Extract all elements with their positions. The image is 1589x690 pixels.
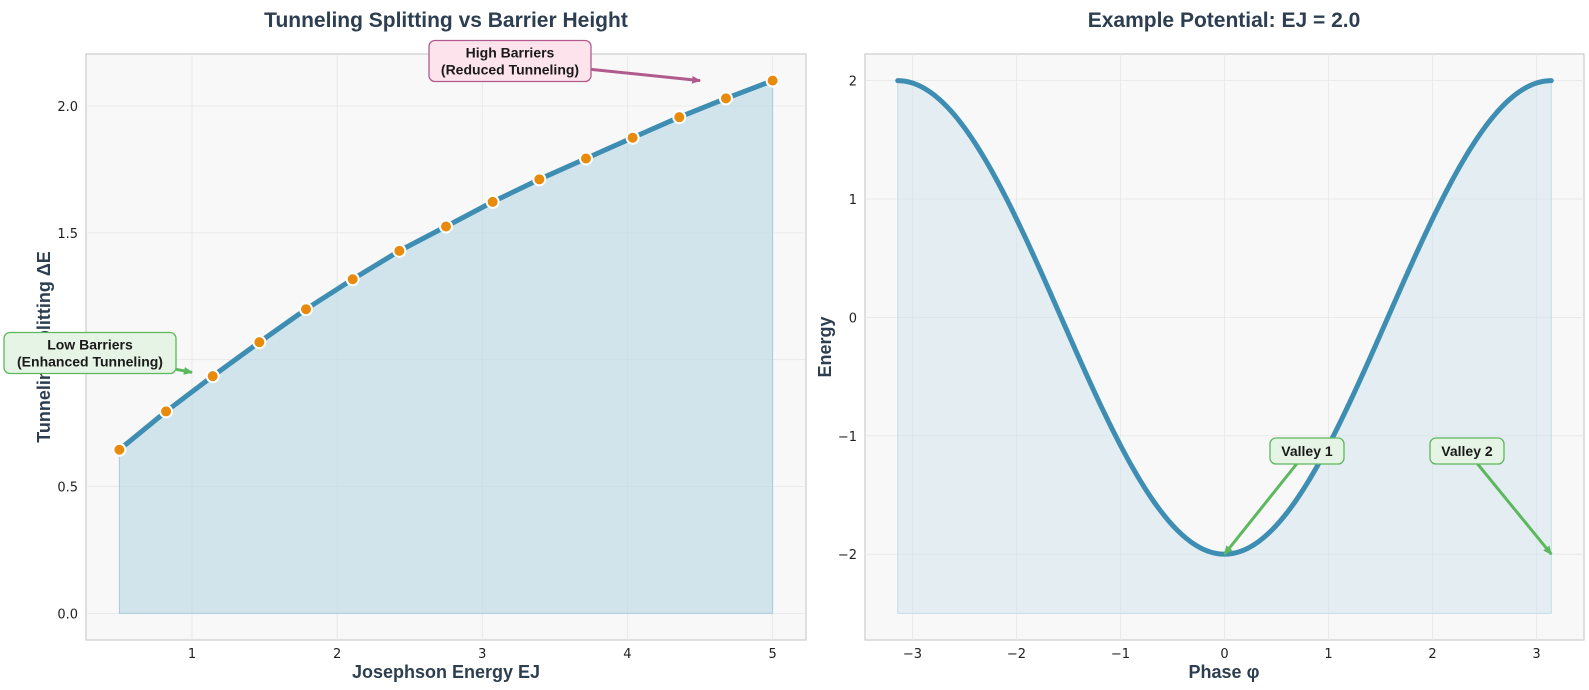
x-tick-label: 1 <box>1324 647 1332 662</box>
x-tick-label: 1 <box>188 647 196 662</box>
data-point <box>672 110 687 125</box>
y-axis-label: Energy <box>815 316 835 377</box>
y-tick-label: 0.0 <box>57 607 78 622</box>
annotation-text: High Barriers <box>466 45 555 61</box>
data-point <box>765 73 780 88</box>
annotation-arrow <box>590 67 702 84</box>
data-point <box>439 219 453 234</box>
annotation-box <box>1269 437 1345 465</box>
y-tick-label: −1 <box>838 430 857 445</box>
x-tick-label: 4 <box>623 647 631 662</box>
y-tick-label: 2 <box>849 75 857 90</box>
data-point <box>485 194 500 209</box>
data-point <box>299 302 314 317</box>
x-tick-label: −1 <box>1111 647 1130 662</box>
data-point <box>718 91 733 106</box>
data-point <box>625 130 640 145</box>
y-tick-label: 1.5 <box>57 227 78 242</box>
x-axis-label: Josephson Energy EJ <box>352 662 540 682</box>
x-tick-label: 0 <box>1220 647 1228 662</box>
y-axis-ticks: −2 −1 0 1 2 <box>838 75 857 564</box>
data-point <box>252 335 267 350</box>
annotations: High Barriers(Reduced Tunneling) Low Barr… <box>3 39 702 375</box>
annotation-text: (Reduced Tunneling) <box>441 62 579 78</box>
x-axis-ticks: 1 2 3 4 5 <box>188 647 777 662</box>
y-tick-label: 1 <box>849 193 857 208</box>
x-tick-label: 5 <box>768 647 776 662</box>
data-point <box>578 151 593 166</box>
x-tick-label: −2 <box>1007 647 1026 662</box>
data-point <box>205 369 220 384</box>
annotation-arrow <box>1223 463 1298 556</box>
annotation-text: Low Barriers <box>47 337 133 353</box>
x-tick-label: 2 <box>1428 647 1436 662</box>
y-tick-label: 0.5 <box>57 481 78 496</box>
x-axis-label: Phase φ <box>1189 662 1260 682</box>
chart-title: Tunneling Splitting vs Barrier Height <box>264 9 628 32</box>
data-point <box>159 404 174 419</box>
x-tick-label: 2 <box>333 647 341 662</box>
annotation-box <box>3 331 177 375</box>
data-point <box>345 272 360 287</box>
y-tick-label: 0 <box>849 311 857 326</box>
annotation-arrow <box>1476 463 1553 556</box>
annotation-box <box>428 39 592 83</box>
y-tick-label: −2 <box>838 548 857 563</box>
x-tick-label: −3 <box>903 647 922 662</box>
data-point <box>532 172 547 187</box>
x-axis-ticks: −3 −2 −1 0 1 2 3 <box>903 647 1541 662</box>
data-point <box>112 442 127 457</box>
x-tick-label: 3 <box>478 647 486 662</box>
series-markers <box>112 73 780 457</box>
annotation-text: Valley 1 <box>1281 443 1333 459</box>
chart-title: Example Potential: EJ = 2.0 <box>1088 9 1361 32</box>
right-chart-panel: −3 −2 −1 0 1 2 3 −2 −1 0 1 2 Example Potential: EJ… <box>815 9 1585 682</box>
x-tick-label: 3 <box>1532 647 1540 662</box>
annotation-text: (Enhanced Tunneling) <box>17 354 163 370</box>
annotation-text: Valley 2 <box>1441 443 1493 459</box>
annotation-arrow <box>175 366 193 375</box>
annotations: Valley 1 Valley 2 <box>1223 437 1553 556</box>
y-tick-label: 2.0 <box>57 100 78 115</box>
annotation-box <box>1429 437 1505 465</box>
data-point <box>392 243 407 258</box>
